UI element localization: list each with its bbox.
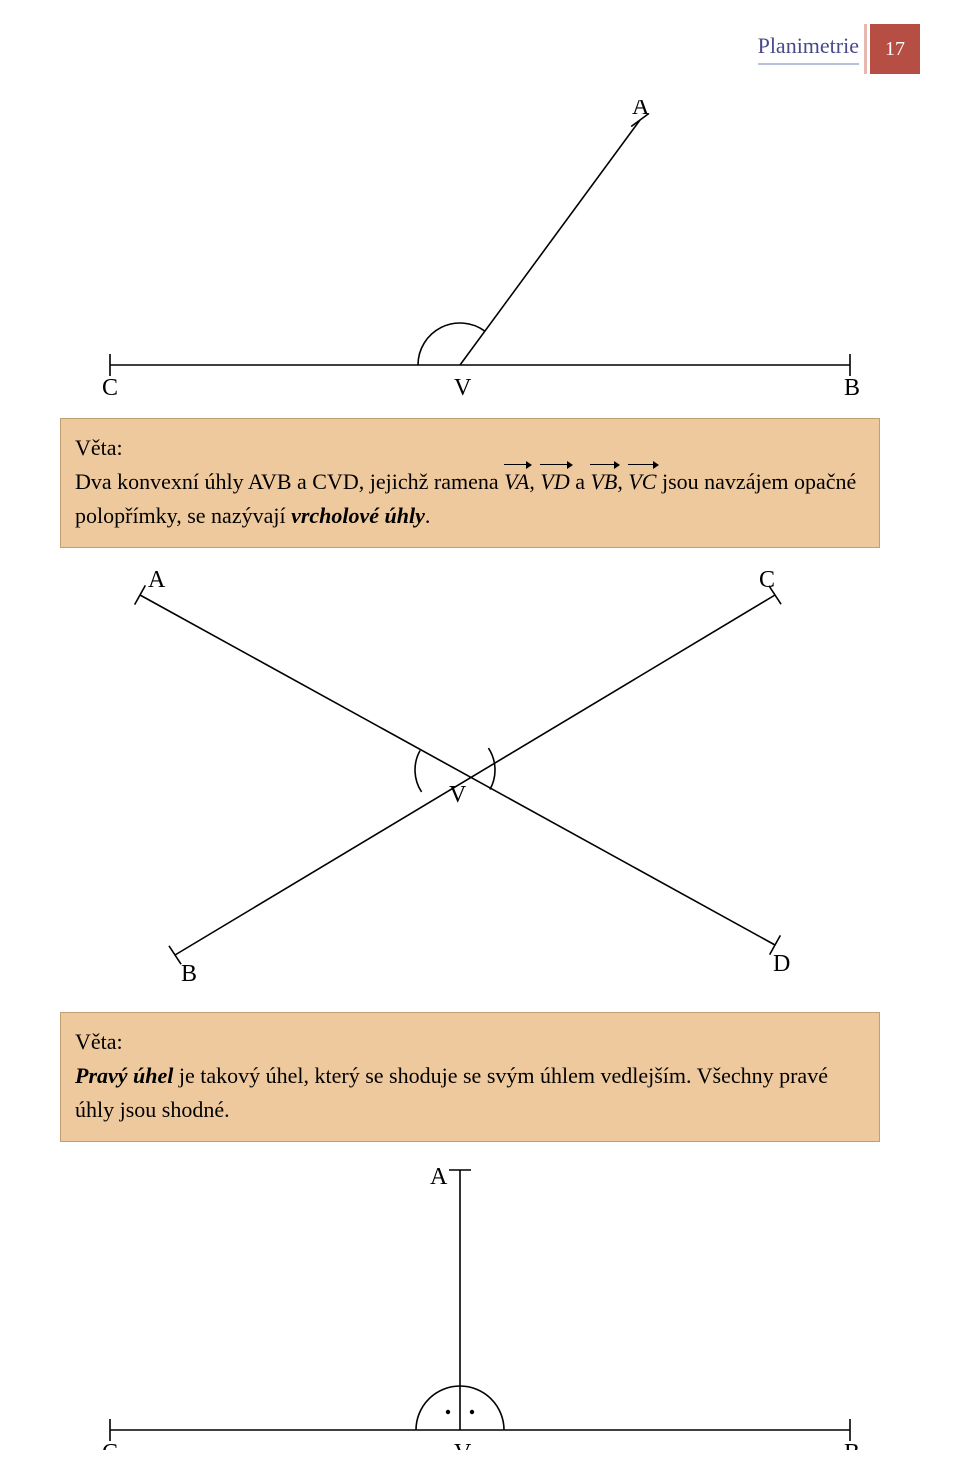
page-number-badge: 17: [867, 24, 920, 74]
svg-text:A: A: [632, 100, 650, 120]
figure-right-angle: A C V B: [80, 1150, 880, 1455]
ray-vd: VD: [540, 465, 569, 499]
def1-label: Věta:: [75, 431, 865, 465]
svg-text:C: C: [759, 567, 775, 593]
figure-vertical-angles: A C V B D: [80, 555, 880, 1000]
figure-vertical-angles-svg: A C V B D: [80, 555, 880, 995]
svg-text:C: C: [102, 1440, 118, 1450]
definition-box-right-angle: Věta: Pravý úhel je takový úhel, který s…: [60, 1012, 880, 1142]
def2-text: je takový úhel, který se shoduje se svým…: [75, 1063, 828, 1122]
svg-text:D: D: [773, 951, 790, 977]
def2-term: Pravý úhel: [75, 1063, 173, 1088]
page-number: 17: [885, 38, 905, 61]
def1-body: Dva konvexní úhly AVB a CVD, jejichž ram…: [75, 465, 865, 533]
header-title: Planimetrie: [758, 33, 859, 65]
ray-va: VA: [504, 465, 529, 499]
ray-vb: VB: [590, 465, 617, 499]
page-header: Planimetrie 17: [758, 24, 920, 74]
ray-vc: VC: [628, 465, 656, 499]
svg-text:V: V: [454, 1440, 472, 1450]
def2-body: Pravý úhel je takový úhel, který se shod…: [75, 1059, 865, 1127]
svg-text:B: B: [181, 961, 197, 987]
svg-text:B: B: [844, 375, 860, 400]
svg-text:A: A: [430, 1164, 448, 1190]
definition-box-vertical-angles: Věta: Dva konvexní úhly AVB a CVD, jejic…: [60, 418, 880, 548]
def1-pre: Dva konvexní úhly AVB a CVD, jejichž ram…: [75, 469, 504, 494]
svg-text:V: V: [449, 782, 467, 808]
svg-text:A: A: [148, 567, 166, 593]
def1-tail: .: [425, 503, 431, 528]
svg-text:B: B: [844, 1440, 860, 1450]
def1-mid: a: [575, 469, 590, 494]
svg-text:V: V: [454, 375, 472, 400]
svg-text:C: C: [102, 375, 118, 400]
figure-avb: A C V B: [80, 100, 880, 405]
figure-avb-svg: A C V B: [80, 100, 880, 400]
figure-right-angle-svg: A C V B: [80, 1150, 880, 1450]
def2-label: Věta:: [75, 1025, 865, 1059]
def1-term: vrcholové úhly: [291, 503, 425, 528]
